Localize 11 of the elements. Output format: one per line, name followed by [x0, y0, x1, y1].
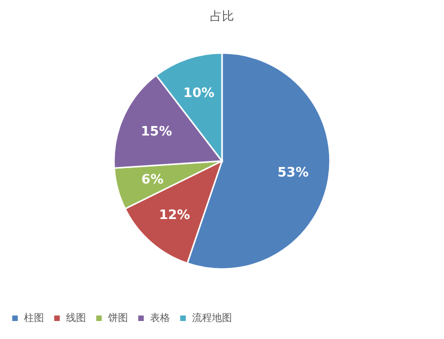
data-label: 10% [183, 86, 214, 101]
chart-title: 占比 [210, 9, 234, 23]
legend-label: 流程地图 [192, 312, 232, 324]
legend-label: 线图 [66, 312, 86, 324]
legend-label: 饼图 [107, 312, 128, 324]
legend-label: 表格 [150, 312, 170, 324]
legend-label: 柱图 [24, 312, 44, 324]
data-label: 12% [158, 208, 190, 224]
data-label: 6% [141, 172, 164, 188]
data-label: 15% [140, 124, 172, 140]
data-label: 53% [277, 166, 309, 181]
